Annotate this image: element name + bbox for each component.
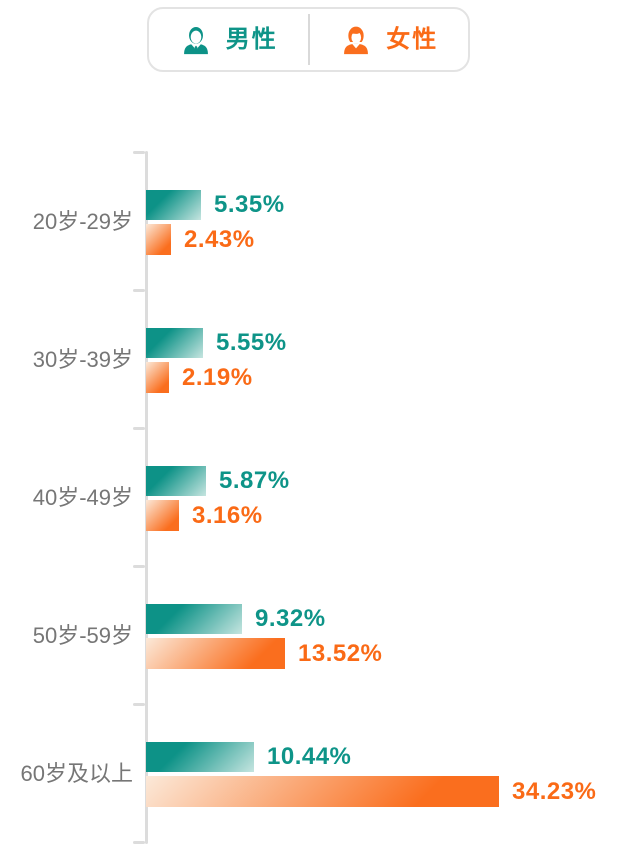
female-bar bbox=[146, 776, 499, 807]
legend-male-label: 男性 bbox=[225, 25, 278, 53]
male-bar bbox=[146, 466, 206, 496]
female-bar bbox=[146, 500, 179, 531]
female-bar bbox=[146, 224, 171, 255]
category-label: 30岁-39岁 bbox=[32, 347, 133, 372]
female-value-label: 2.19% bbox=[182, 364, 253, 391]
male-value-label: 5.55% bbox=[216, 329, 287, 356]
category-label: 50岁-59岁 bbox=[32, 623, 133, 648]
female-person-icon bbox=[339, 23, 373, 57]
legend-divider bbox=[307, 14, 310, 65]
female-bar bbox=[146, 362, 169, 393]
axis-tick bbox=[133, 289, 145, 292]
male-person-icon bbox=[179, 23, 213, 57]
axis-tick bbox=[133, 703, 145, 706]
axis-tick bbox=[133, 565, 145, 568]
axis-tick bbox=[133, 151, 145, 154]
legend-female-label: 女性 bbox=[386, 25, 439, 53]
male-bar bbox=[146, 742, 254, 772]
male-value-label: 5.35% bbox=[214, 191, 285, 218]
legend-item-male: 男性 bbox=[149, 9, 308, 70]
male-bar bbox=[146, 190, 201, 220]
legend-item-female: 女性 bbox=[310, 9, 469, 70]
female-value-label: 34.23% bbox=[512, 778, 597, 805]
male-value-label: 10.44% bbox=[267, 743, 352, 770]
male-bar bbox=[146, 604, 242, 634]
female-value-label: 13.52% bbox=[298, 640, 383, 667]
female-value-label: 2.43% bbox=[184, 226, 255, 253]
axis-tick bbox=[133, 427, 145, 430]
axis-tick bbox=[133, 841, 145, 844]
category-label: 40岁-49岁 bbox=[32, 485, 133, 510]
male-value-label: 9.32% bbox=[255, 605, 326, 632]
female-bar bbox=[146, 638, 285, 669]
male-bar bbox=[146, 328, 203, 358]
male-value-label: 5.87% bbox=[219, 467, 290, 494]
female-value-label: 3.16% bbox=[192, 502, 263, 529]
category-label: 60岁及以上 bbox=[20, 761, 133, 786]
legend: 男性 女性 bbox=[147, 7, 470, 72]
y-axis-line bbox=[145, 151, 148, 844]
category-label: 20岁-29岁 bbox=[32, 209, 133, 234]
